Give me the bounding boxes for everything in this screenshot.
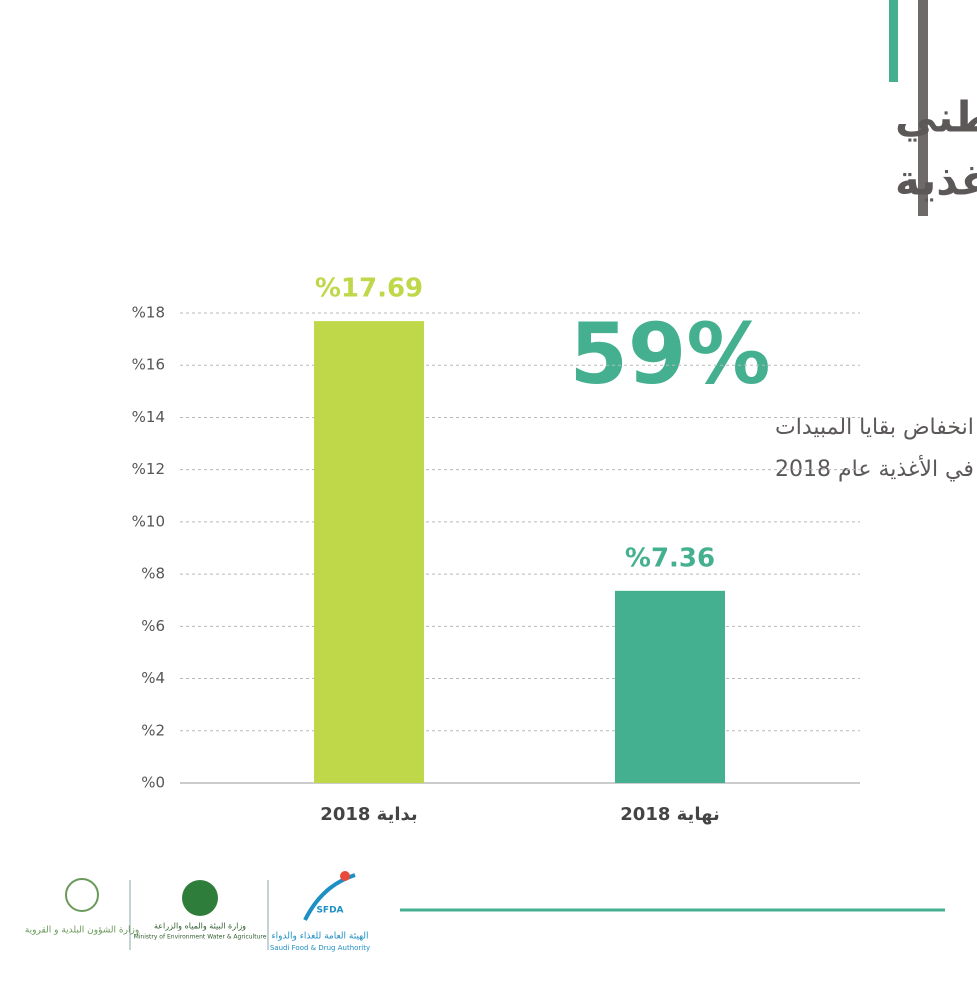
y-tick-label: %8 xyxy=(141,565,165,583)
accent-bar xyxy=(889,0,898,82)
accent-bar xyxy=(918,0,928,216)
value-label: %7.36 xyxy=(625,543,715,573)
y-tick-label: %10 xyxy=(132,512,165,530)
logo-dot xyxy=(340,871,350,881)
logo-text: وزارة الشؤون البلدية و القروية xyxy=(25,926,139,936)
y-tick-label: %14 xyxy=(132,408,165,426)
chart-title: نتائج البرنامج الوطني xyxy=(895,93,977,143)
logo-text: وزارة البيئة والمياه والزراعة xyxy=(154,922,246,931)
annotation-text: نسبة انخفاض بقايا المبيدات xyxy=(775,415,977,440)
annotation-value: 59% xyxy=(569,305,770,403)
logo-text: Ministry of Environment Water & Agricult… xyxy=(134,934,267,941)
logo-swoosh xyxy=(303,873,356,921)
logo-emblem xyxy=(65,878,99,912)
logo-text: Saudi Food & Drug Authority xyxy=(270,944,370,952)
x-tick-label: بداية 2018 xyxy=(320,804,417,825)
annotation-text: في الأغذية عام 2018 xyxy=(775,455,974,482)
logo-emblem xyxy=(182,880,218,916)
bar xyxy=(615,590,725,783)
y-tick-label: %18 xyxy=(132,304,165,322)
y-tick-label: %0 xyxy=(141,774,165,792)
y-tick-label: %6 xyxy=(141,617,165,635)
logo-text: الهيئة العامة للغذاء والدواء xyxy=(271,932,368,942)
bar xyxy=(314,321,424,783)
x-tick-label: نهاية 2018 xyxy=(620,804,719,825)
y-tick-label: %12 xyxy=(132,460,165,478)
chart-title: لرصد بقايا المبيدات في الأغذية xyxy=(895,155,977,206)
value-label: %17.69 xyxy=(315,274,423,304)
logo-text: SFDA xyxy=(316,906,343,916)
y-tick-label: %4 xyxy=(141,669,165,687)
y-tick-label: %2 xyxy=(141,721,165,739)
y-tick-label: %16 xyxy=(132,356,165,374)
